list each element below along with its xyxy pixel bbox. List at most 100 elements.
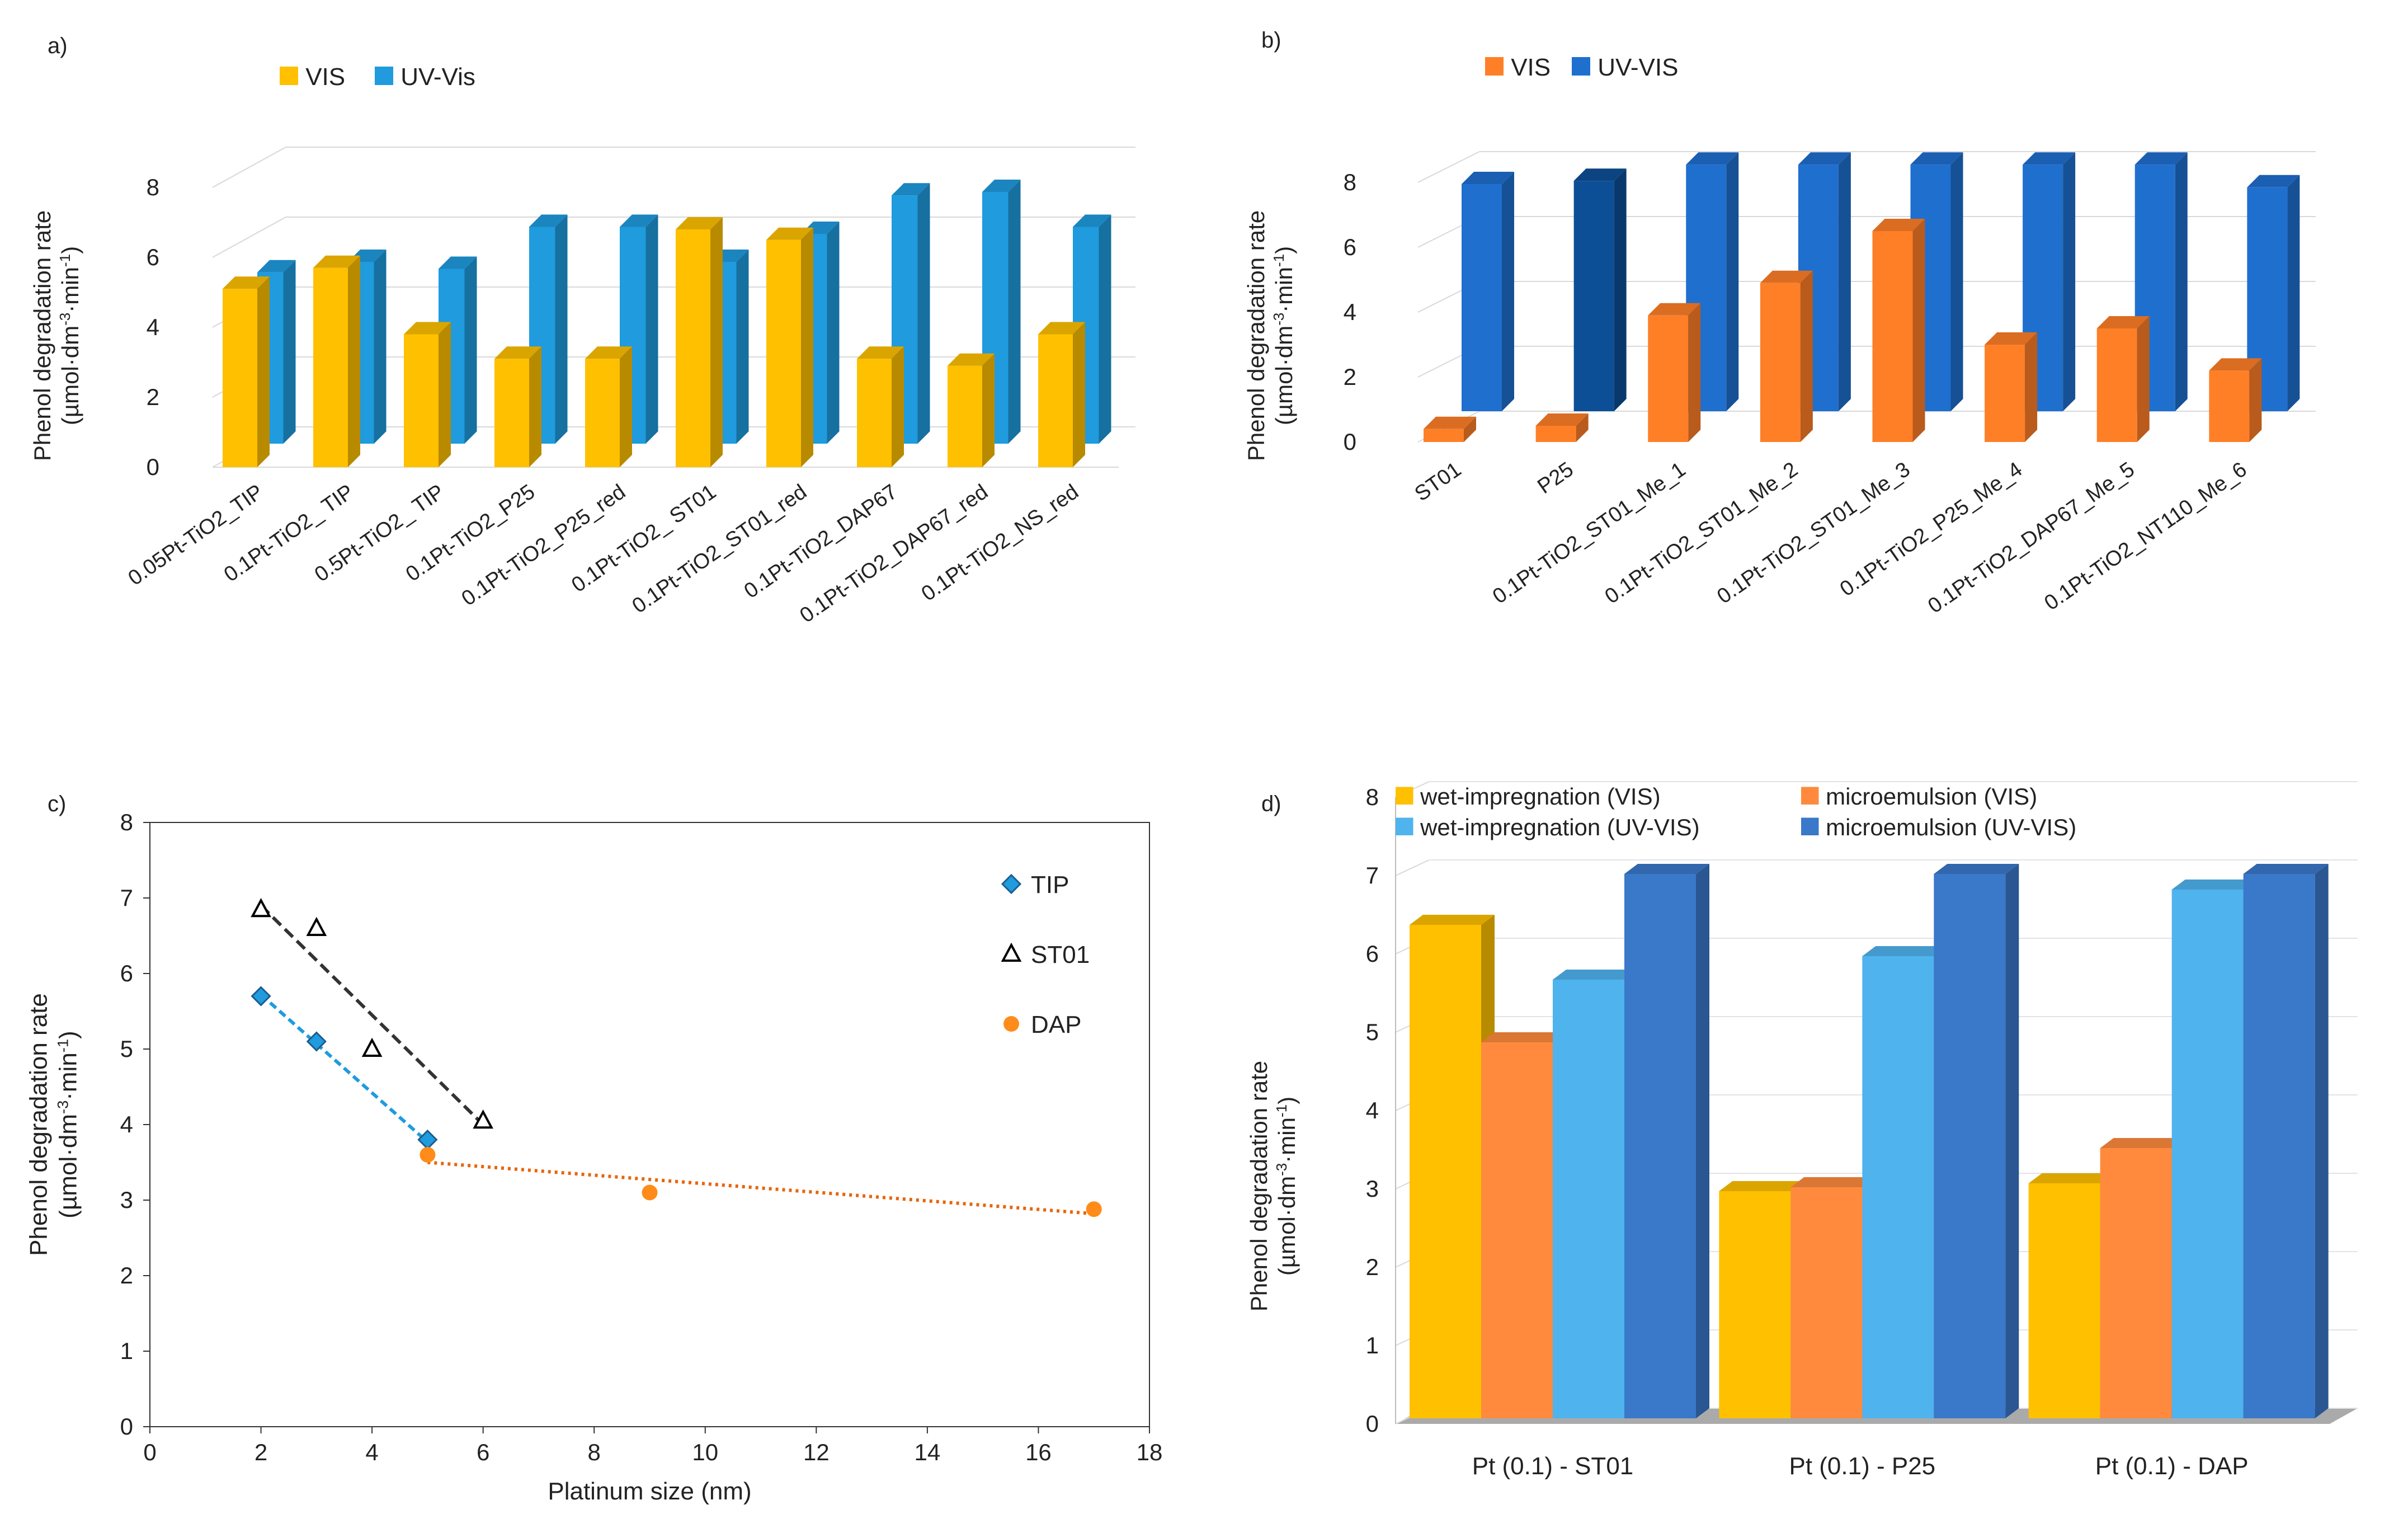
c-point-tip: [251, 986, 271, 1007]
a-category-label: 0.1Pt-TiO2_P25_red: [458, 480, 630, 611]
c-xlabel: Platinum size (nm): [548, 1478, 751, 1505]
a-grid-diag: [212, 217, 286, 258]
c-ytick-label: 1: [120, 1338, 133, 1364]
b-legend-uvvis-label: UV-VIS: [1598, 54, 1678, 81]
d-legend-3-label: microemulsion (UV-VIS): [1826, 814, 2076, 840]
c-point-st01: [473, 1109, 494, 1129]
d-ylabel-text: Phenol degradation rate: [1246, 1061, 1272, 1311]
d-ytick-label: 6: [1366, 941, 1379, 967]
c-point-tip: [306, 1031, 327, 1052]
d-legend-0-label: wet-impregnation (VIS): [1420, 783, 1661, 810]
a-bar-vis: [676, 217, 723, 467]
d-ylabel: Phenol degradation rate (µmol·dm-3·min-1): [1246, 1061, 1300, 1311]
a-ytick-label: 8: [147, 174, 159, 200]
a-legend-uvvis: UV-Vis: [375, 63, 475, 91]
c-xtick-label: 10: [692, 1439, 718, 1465]
c-trendline-st01: [260, 904, 484, 1126]
c-ytick-label: 2: [120, 1262, 133, 1289]
b-bar-uvvis: [1573, 168, 1627, 411]
c-point-st01: [361, 1037, 383, 1057]
d-ytick-label: 7: [1366, 862, 1379, 888]
c-point-dap: [420, 1147, 436, 1163]
c-trendline-dap: [427, 1160, 1094, 1216]
c-xtick-label: 4: [365, 1439, 378, 1465]
b-ytick-label: 4: [1344, 299, 1356, 325]
c-xtick-label: 6: [477, 1439, 489, 1465]
c-legend-tip-label: TIP: [1031, 871, 1069, 899]
c-ylabel-text: Phenol degradation rate: [25, 993, 53, 1256]
a-bar-vis: [948, 353, 995, 467]
b-category-label: 0.1Pt-TiO2_ST01_Me_3: [1713, 458, 1914, 609]
d-legend-1: microemulsion (VIS): [1801, 783, 2037, 810]
a-ytick-label: 2: [147, 384, 159, 410]
d-ytick-label: 2: [1366, 1254, 1379, 1280]
c-xtick-label: 18: [1137, 1439, 1163, 1465]
b-category-label: P25: [1533, 458, 1577, 499]
d-legend-3: microemulsion (UV-VIS): [1801, 814, 2076, 840]
d-ytick-label: 0: [1366, 1410, 1379, 1437]
c-xtick-label: 12: [803, 1439, 830, 1465]
c-ytick-label: 0: [120, 1413, 133, 1440]
b-bar-vis: [1760, 270, 1813, 442]
d-legend-0: wet-impregnation (VIS): [1396, 783, 1661, 810]
d-ytick-label: 1: [1366, 1332, 1379, 1358]
b-bar-uvvis: [2134, 152, 2188, 411]
c-xtick-label: 2: [255, 1439, 267, 1465]
b-ylabel: Phenol degradation rate (µmol·dm-3·min-1): [1243, 210, 1297, 461]
a-ytick-label: 0: [147, 454, 159, 480]
a-category-label: 0.1Pt-TiO2_DAP67: [740, 480, 902, 603]
c-xtick-label: 0: [143, 1439, 156, 1465]
b-bar-vis: [1872, 219, 1925, 442]
d-bar-3: [1624, 864, 1709, 1418]
d-legend-1-label: microemulsion (VIS): [1826, 783, 2037, 810]
panel-c-label: c): [48, 792, 66, 816]
d-category-label: Pt (0.1) - DAP: [2095, 1452, 2249, 1480]
b-bar-uvvis: [2023, 152, 2076, 411]
d-bar-3: [1934, 864, 2019, 1418]
d-legend-2-label: wet-impregnation (UV-VIS): [1420, 814, 1700, 840]
c-ytick-label: 6: [120, 960, 133, 986]
a-bar-vis: [585, 346, 632, 467]
a-bar-vis: [1038, 322, 1085, 467]
a-ylabel: Phenol degradation rate (µmol·dm-3·min-1): [29, 210, 83, 461]
a-category-label: 0.1Pt-TiO2_ST01_red: [628, 480, 811, 618]
b-bar-vis: [1535, 413, 1589, 442]
a-bar-vis: [313, 255, 360, 467]
a-category-label: 0.1Pt-TiO2_ ST01: [567, 480, 720, 597]
a-grid-diag: [212, 147, 286, 188]
c-point-st01: [306, 916, 327, 936]
b-category-label: 0.1Pt-TiO2_DAP67_Me_5: [1924, 458, 2139, 618]
b-bar-vis: [1424, 416, 1476, 442]
c-ylabel: Phenol degradation rate (µmol·dm-3·min-1): [25, 993, 82, 1256]
a-bar-vis: [223, 276, 270, 467]
b-bar-vis: [1648, 303, 1701, 442]
a-legend-uvvis-label: UV-Vis: [400, 63, 475, 91]
c-point-st01: [251, 898, 271, 918]
d-bar-3: [2243, 864, 2329, 1418]
c-xtick-label: 14: [915, 1439, 941, 1465]
d-ylabel-units: (µmol·dm-3·min-1): [1273, 1097, 1300, 1276]
c-xtick-label: 8: [588, 1439, 601, 1465]
d-bar-2: [1553, 970, 1638, 1418]
b-category-label: 0.1Pt-TiO2_NT110_Me_6: [2040, 458, 2251, 615]
c-trendline-tip: [260, 993, 429, 1144]
a-ylabel-text: Phenol degradation rate: [29, 210, 55, 461]
b-ylabel-units: (µmol·dm-3·min-1): [1270, 246, 1297, 425]
d-ytick-label: 4: [1366, 1097, 1379, 1123]
b-bar-vis: [2096, 316, 2150, 442]
b-ytick-label: 2: [1344, 364, 1356, 390]
c-point-dap: [1086, 1201, 1102, 1217]
c-point-dap: [642, 1184, 658, 1201]
b-legend-uvvis: UV-VIS: [1572, 54, 1678, 81]
d-category-label: Pt (0.1) - P25: [1789, 1452, 1935, 1480]
a-bar-vis: [857, 346, 904, 467]
b-bar-uvvis: [2247, 175, 2300, 411]
panel-d-label: d): [1261, 792, 1281, 816]
a-bar-vis: [404, 322, 451, 467]
a-ylabel-units: (µmol·dm-3·min-1): [56, 246, 83, 425]
b-ylabel-text: Phenol degradation rate: [1243, 210, 1269, 461]
d-grid-diag: [1395, 859, 1430, 876]
b-category-label: ST01: [1411, 458, 1465, 506]
b-category-label: 0.1Pt-TiO2_ST01_Me_1: [1488, 458, 1690, 609]
b-grid-diag: [1417, 151, 1480, 183]
